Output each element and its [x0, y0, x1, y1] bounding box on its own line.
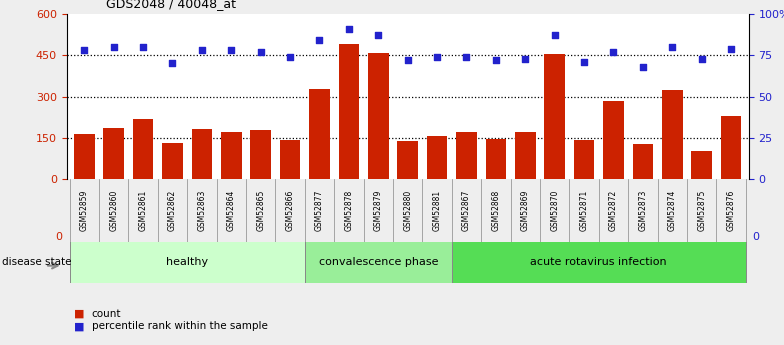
Bar — [305, 241, 452, 283]
Bar — [70, 241, 305, 283]
Text: 0: 0 — [753, 231, 760, 241]
Text: GSM52875: GSM52875 — [697, 190, 706, 231]
Bar — [397, 141, 418, 179]
Text: GSM52860: GSM52860 — [109, 190, 118, 231]
Text: GSM52877: GSM52877 — [315, 190, 324, 231]
Bar — [368, 53, 389, 179]
Text: GSM52863: GSM52863 — [198, 190, 206, 231]
Point — [343, 26, 355, 31]
Text: GSM52880: GSM52880 — [403, 190, 412, 231]
Bar — [162, 143, 183, 179]
Point — [460, 54, 473, 60]
Text: GSM52881: GSM52881 — [433, 190, 441, 231]
Bar — [603, 101, 624, 179]
Text: GSM52864: GSM52864 — [227, 190, 236, 231]
Bar — [720, 117, 742, 179]
Text: GSM52868: GSM52868 — [492, 190, 500, 231]
Text: GSM52870: GSM52870 — [550, 190, 559, 231]
Point — [430, 54, 443, 60]
Point — [695, 56, 708, 61]
Text: healthy: healthy — [166, 257, 209, 267]
Point — [607, 49, 619, 55]
Text: GSM52879: GSM52879 — [374, 190, 383, 231]
Bar — [456, 132, 477, 179]
Text: GSM52867: GSM52867 — [462, 190, 471, 231]
Text: GSM52859: GSM52859 — [80, 190, 89, 231]
Text: count: count — [92, 309, 122, 319]
Text: disease state: disease state — [2, 257, 71, 267]
Point — [313, 38, 325, 43]
Bar — [662, 90, 683, 179]
Text: ■: ■ — [74, 309, 85, 319]
Bar — [452, 241, 746, 283]
Bar — [339, 44, 359, 179]
Text: acute rotavirus infection: acute rotavirus infection — [531, 257, 667, 267]
Point — [519, 56, 532, 61]
Bar — [191, 129, 212, 179]
Point — [372, 32, 384, 38]
Bar — [633, 144, 653, 179]
Bar — [309, 89, 330, 179]
Bar — [485, 139, 506, 179]
Bar — [132, 119, 154, 179]
Text: GSM52869: GSM52869 — [521, 190, 530, 231]
Text: GSM52876: GSM52876 — [727, 190, 735, 231]
Text: GSM52872: GSM52872 — [609, 190, 618, 231]
Text: 0: 0 — [56, 231, 63, 241]
Point — [78, 48, 90, 53]
Text: GDS2048 / 40048_at: GDS2048 / 40048_at — [106, 0, 236, 10]
Text: GSM52878: GSM52878 — [344, 190, 354, 231]
Bar — [574, 140, 594, 179]
Bar — [280, 140, 300, 179]
Point — [489, 57, 502, 63]
Bar — [74, 135, 95, 179]
Text: convalescence phase: convalescence phase — [318, 257, 438, 267]
Point — [666, 44, 678, 50]
Bar — [691, 151, 712, 179]
Bar — [544, 55, 565, 179]
Text: GSM52874: GSM52874 — [668, 190, 677, 231]
Text: GSM52871: GSM52871 — [579, 190, 589, 231]
Point — [284, 54, 296, 60]
Point — [254, 49, 267, 55]
Text: GSM52862: GSM52862 — [168, 190, 177, 231]
Point — [578, 59, 590, 65]
Text: ■: ■ — [74, 321, 85, 331]
Bar — [221, 132, 241, 179]
Text: GSM52865: GSM52865 — [256, 190, 265, 231]
Bar — [515, 132, 535, 179]
Text: GSM52873: GSM52873 — [638, 190, 648, 231]
Bar — [103, 128, 124, 179]
Text: GSM52866: GSM52866 — [285, 190, 295, 231]
Point — [548, 32, 561, 38]
Point — [136, 44, 149, 50]
Point — [166, 61, 179, 66]
Bar — [426, 136, 448, 179]
Point — [195, 48, 208, 53]
Point — [401, 57, 414, 63]
Point — [225, 48, 238, 53]
Bar — [250, 130, 271, 179]
Point — [637, 64, 649, 70]
Text: GSM52861: GSM52861 — [139, 190, 147, 231]
Text: percentile rank within the sample: percentile rank within the sample — [92, 321, 267, 331]
Point — [107, 44, 120, 50]
Point — [724, 46, 737, 51]
